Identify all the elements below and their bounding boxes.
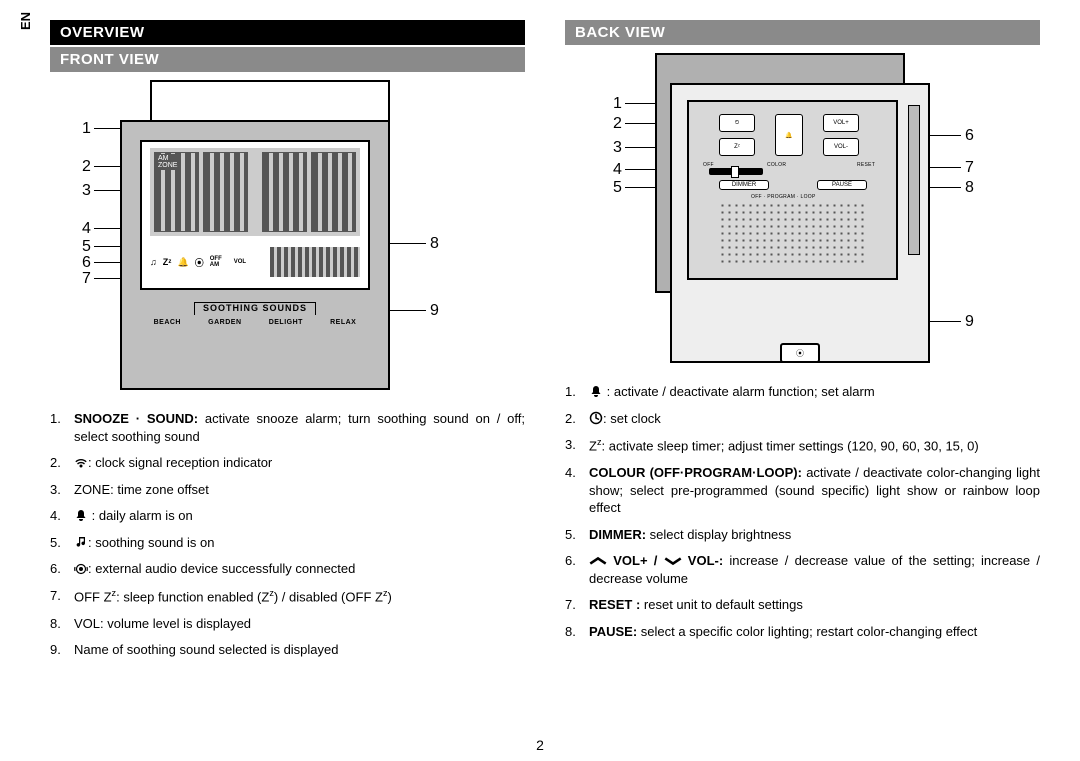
fv-item-6: : external audio device successfully con… [50, 560, 525, 578]
bv-front-panel: ⏲ Zᶻ 🔔 VOL+ VOL- OFF COLOR RESET DIMMER … [670, 83, 930, 363]
bv-callout-3: 3 [613, 139, 622, 157]
front-view-heading: FRONT VIEW [50, 47, 525, 72]
fv-soothing-label: SOOTHING SOUNDS BEACH GARDEN DELIGHT REL… [140, 302, 370, 326]
fv-item-4: : daily alarm is on [50, 507, 525, 525]
bv-callout-5: 5 [613, 179, 622, 197]
bv-zz-btn: Zᶻ [719, 138, 755, 156]
bv-reset-label: RESET [857, 162, 875, 168]
bv-foot-jack: ⦿ [780, 343, 820, 363]
bv-callout-4: 4 [613, 161, 622, 179]
front-view-diagram: 1 2 3 4 5 6 7 8 9 AMZONE [50, 80, 525, 400]
fv-item-8: VOL: volume level is displayed [50, 615, 525, 633]
left-column: OVERVIEW FRONT VIEW 1 2 3 4 5 6 7 8 9 [50, 20, 525, 668]
fv-callout-9: 9 [430, 302, 439, 320]
back-view-diagram: 1 2 3 4 5 6 7 8 9 ⏲ Zᶻ 🔔 [565, 53, 1040, 373]
fv-am-zone: AMZONE [156, 154, 179, 170]
bv-item-1: : activate / deactivate alarm function; … [565, 383, 1040, 401]
chevron-down-icon [664, 556, 682, 566]
fv-callout-1: 1 [82, 120, 91, 138]
bv-callout-9: 9 [965, 313, 974, 331]
fv-item-3: ZONE: time zone offset [50, 481, 525, 499]
bv-off-label: OFF [703, 162, 714, 168]
fv-off-label: OFFAM [210, 256, 222, 268]
bv-pause-btn: PAUSE [817, 180, 867, 190]
fv-callout-8: 8 [430, 235, 439, 253]
bv-item-5: DIMMER: select display brightness [565, 526, 1040, 544]
bv-clock-btn: ⏲ [719, 114, 755, 132]
overview-heading: OVERVIEW [50, 20, 525, 45]
bv-callout-2: 2 [613, 115, 622, 133]
back-view-heading: BACK VIEW [565, 20, 1040, 45]
fv-item-7: OFF Zz: sleep function enabled (Zz) / di… [50, 587, 525, 606]
radio-icon [74, 456, 88, 470]
fv-item-5: : soothing sound is on [50, 534, 525, 552]
fv-sound-3: RELAX [330, 319, 356, 326]
bv-item-7: RESET : reset unit to default settings [565, 596, 1040, 614]
bell-icon [589, 385, 603, 399]
fv-lcd: AMZONE ♫ Zᶻ 🔔 ⦿ OFFAM VOL [140, 140, 370, 290]
bv-item-2: : set clock [565, 410, 1040, 428]
lang-tab: EN [18, 12, 33, 30]
music-icon [74, 535, 88, 549]
fv-zz-icon: Zᶻ [163, 257, 172, 267]
bv-program-label: OFF · PROGRAM · LOOP [751, 194, 816, 200]
bv-item-4: COLOUR (OFF·PROGRAM·LOOP): activate / de… [565, 464, 1040, 517]
fv-item-9: Name of soothing sound selected is displ… [50, 641, 525, 659]
page-number: 2 [536, 737, 544, 753]
fv-front-panel: AMZONE ♫ Zᶻ 🔔 ⦿ OFFAM VOL [120, 120, 390, 390]
bv-speaker-grille [719, 202, 866, 267]
fv-callout-3: 3 [82, 182, 91, 200]
fv-sound-1: GARDEN [208, 319, 241, 326]
fv-bell-icon: 🔔 [178, 257, 189, 268]
bv-color-slider [709, 168, 763, 175]
bell-icon [74, 509, 88, 523]
bv-side-rail [908, 105, 920, 255]
fv-callout-7: 7 [82, 270, 91, 288]
page-content: OVERVIEW FRONT VIEW 1 2 3 4 5 6 7 8 9 [0, 0, 1080, 668]
bv-item-8: PAUSE: select a specific color lighting;… [565, 623, 1040, 641]
fv-item-1: SNOOZE · SOUND: activate snooze alarm; t… [50, 410, 525, 445]
chevron-up-icon [589, 556, 607, 566]
fv-vol-label: VOL [234, 259, 246, 265]
fv-sound-0: BEACH [154, 319, 181, 326]
audio-icon [74, 562, 88, 576]
fv-sound-2: DELIGHT [269, 319, 303, 326]
bv-bell-btn: 🔔 [775, 114, 803, 156]
clock-icon [589, 411, 603, 425]
bv-callout-6: 6 [965, 127, 974, 145]
bv-volp-btn: VOL+ [823, 114, 859, 132]
fv-audio-icon: ⦿ [195, 256, 204, 269]
bv-dimmer-btn: DIMMER [719, 180, 769, 190]
bv-callout-8: 8 [965, 179, 974, 197]
bv-color-label: COLOR [767, 162, 786, 168]
fv-callout-4: 4 [82, 220, 91, 238]
back-view-legend: : activate / deactivate alarm function; … [565, 383, 1040, 640]
front-view-legend: SNOOZE · SOUND: activate snooze alarm; t… [50, 410, 525, 659]
fv-callout-2: 2 [82, 158, 91, 176]
bv-volm-btn: VOL- [823, 138, 859, 156]
bv-callout-7: 7 [965, 159, 974, 177]
right-column: BACK VIEW 1 2 3 4 5 6 7 8 9 ⏲ Zᶻ [565, 20, 1040, 668]
fv-item-2: : clock signal reception indicator [50, 454, 525, 472]
bv-callout-1: 1 [613, 95, 622, 113]
fv-music-icon: ♫ [150, 257, 157, 267]
bv-item-6: VOL+ / VOL-: increase / decrease value o… [565, 552, 1040, 587]
bv-button-plate: ⏲ Zᶻ 🔔 VOL+ VOL- OFF COLOR RESET DIMMER … [687, 100, 898, 280]
bv-item-3: Zz: activate sleep timer; adjust timer s… [565, 436, 1040, 455]
